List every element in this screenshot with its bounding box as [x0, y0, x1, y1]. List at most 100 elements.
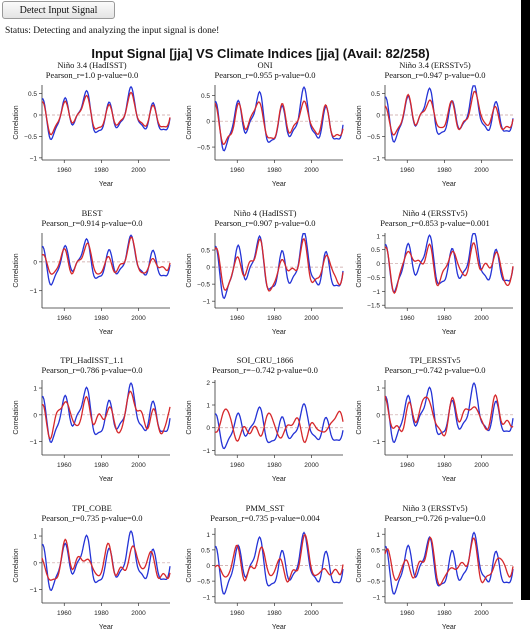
x-axis-label: Year — [442, 624, 457, 631]
x-tick-label: 1960 — [230, 315, 245, 322]
panel-stats: Pearson_r=0.914 p-value=0.0 — [41, 218, 143, 228]
panel-stats: Pearson_r=0.907 p-value=0.0 — [214, 218, 316, 228]
y-axis-label: Correlation — [13, 253, 20, 287]
y-tick-label: −0.5 — [197, 145, 210, 152]
y-tick-label: −1 — [203, 299, 211, 306]
climate-index-line — [214, 408, 344, 444]
climate-index-line — [384, 90, 514, 136]
correlation-plot: 0.5 0 −0.5 −1 1960 1980 2000 Year Correlation — [356, 85, 514, 188]
panel-title: SOI_CRU_1866 — [236, 355, 294, 365]
correlation-panel: TPI_ERSSTv5 Pearson_r=0.742 p-value=0.0 1 0… — [355, 355, 515, 495]
x-tick-label: 2000 — [131, 610, 146, 617]
panel-stats: Pearson_r=0.726 p-value=0.0 — [384, 513, 486, 523]
input-signal-line — [214, 233, 344, 300]
y-tick-label: 0.5 — [28, 91, 37, 98]
panel-stats: Pearson_r=1.0 p-value=0.0 — [45, 70, 139, 80]
y-tick-label: 1 — [33, 386, 37, 393]
correlation-panel: ONI Pearson_r=0.955 p-value=0.0 0.5 0 −0.5 19… — [185, 60, 345, 200]
y-axis-label: Correlation — [13, 105, 20, 139]
figure-title: Input Signal [jja] VS Climate Indices [j… — [91, 46, 430, 61]
x-axis-label: Year — [99, 476, 114, 483]
input-signal-line — [41, 381, 171, 444]
climate-index-line — [214, 100, 344, 146]
correlation-plot: 1 0.5 0 −0.5 −1 1960 1980 2000 Year Correlation — [186, 528, 344, 631]
correlation-panel: Niño 3.4 (HadISST) Pearson_r=1.0 p-value=… — [12, 60, 172, 200]
y-tick-label: 0.5 — [371, 247, 380, 254]
y-tick-label: 1 — [376, 386, 380, 393]
detect-input-signal-button[interactable]: Detect Input Signal — [2, 1, 115, 19]
correlation-plot: 1 0 −1 1960 1980 2000 Year Correlation — [356, 380, 514, 483]
climate-index-line — [41, 91, 171, 136]
y-tick-label: −1 — [30, 439, 38, 446]
x-tick-label: 1980 — [267, 315, 282, 322]
x-tick-label: 1960 — [400, 462, 415, 469]
x-axis-label: Year — [442, 329, 457, 336]
panel-stats: Pearson_r=0.742 p-value=0.0 — [384, 365, 486, 375]
y-tick-label: −1 — [30, 155, 38, 162]
climate-index-line — [41, 236, 171, 275]
panel-stats: Pearson_r=0.955 p-value=0.0 — [214, 70, 316, 80]
y-axis-label: Correlation — [356, 105, 363, 139]
x-tick-label: 1980 — [94, 315, 109, 322]
y-tick-label: 0.5 — [201, 93, 210, 100]
x-axis-label: Year — [272, 181, 287, 188]
panel-stats: Pearson_r=−0.742 p-value=0.0 — [212, 365, 318, 375]
y-tick-label: 0 — [206, 425, 210, 432]
y-tick-label: −0.5 — [197, 579, 210, 586]
correlation-plot: 1 0.5 0 −0.5 −1 1960 1980 2000 Year Correlation — [356, 528, 514, 631]
x-tick-label: 2000 — [304, 462, 319, 469]
x-axis-label: Year — [99, 181, 114, 188]
panel-stats: Pearson_r=0.947 p-value=0.0 — [384, 70, 486, 80]
y-tick-label: 0 — [206, 563, 210, 570]
x-tick-label: 2000 — [304, 315, 319, 322]
y-tick-label: 0 — [206, 119, 210, 126]
y-axis-label: Correlation — [13, 548, 20, 582]
panel-title: Niño 3.4 (ERSSTv5) — [399, 60, 471, 70]
y-tick-label: −0.5 — [197, 282, 210, 289]
y-tick-label: 0.5 — [371, 547, 380, 554]
x-tick-label: 1960 — [230, 167, 245, 174]
correlation-panel: TPI_HadISST_1.1 Pearson_r=0.786 p-value=0… — [12, 355, 172, 495]
x-axis-label: Year — [99, 329, 114, 336]
x-tick-label: 1960 — [57, 315, 72, 322]
panel-title: TPI_COBE — [72, 503, 112, 513]
y-tick-label: 0.5 — [201, 248, 210, 255]
x-tick-label: 1980 — [437, 610, 452, 617]
correlation-plot: 0.5 0 −0.5 −1 1960 1980 2000 Year Correlation — [186, 233, 344, 336]
y-tick-label: 0 — [376, 261, 380, 268]
x-tick-label: 1980 — [94, 462, 109, 469]
x-tick-label: 1960 — [400, 167, 415, 174]
x-tick-label: 2000 — [474, 315, 489, 322]
y-tick-label: −0.5 — [367, 579, 380, 586]
x-axis-label: Year — [272, 624, 287, 631]
input-signal-line — [214, 402, 344, 450]
panel-title: ONI — [257, 60, 273, 70]
y-tick-label: 0 — [376, 563, 380, 570]
panel-title: PMM_SST — [245, 503, 285, 513]
correlation-plot: 1 0 −1 1960 1980 2000 Year Correlation — [13, 528, 171, 631]
climate-index-line — [384, 394, 514, 437]
x-tick-label: 1980 — [267, 167, 282, 174]
x-tick-label: 2000 — [131, 315, 146, 322]
y-tick-label: −0.5 — [24, 134, 37, 141]
y-tick-label: 0 — [33, 113, 37, 120]
x-axis-label: Year — [272, 476, 287, 483]
y-axis-label: Correlation — [186, 253, 193, 287]
correlation-plot: 1 0.5 0 −0.5 −1 −1.5 1960 1980 2000 Year Correlati… — [356, 232, 514, 336]
y-tick-label: 1 — [206, 403, 210, 410]
window-edge — [521, 0, 530, 600]
climate-index-line — [214, 237, 344, 292]
y-tick-label: −1 — [203, 594, 211, 601]
x-tick-label: 2000 — [474, 167, 489, 174]
x-axis-label: Year — [442, 476, 457, 483]
correlation-panel: TPI_COBE Pearson_r=0.735 p-value=0.0 1 0 −1 1… — [12, 503, 172, 643]
y-axis-label: Correlation — [186, 105, 193, 139]
panel-stats: Pearson_r=0.853 p-value=0.001 — [380, 218, 490, 228]
x-tick-label: 1980 — [437, 462, 452, 469]
x-tick-label: 1980 — [267, 462, 282, 469]
panel-title: TPI_HadISST_1.1 — [60, 355, 124, 365]
y-axis-label: Correlation — [13, 400, 20, 434]
x-axis-label: Year — [99, 624, 114, 631]
x-tick-label: 1980 — [267, 610, 282, 617]
y-tick-label: −1 — [373, 289, 381, 296]
